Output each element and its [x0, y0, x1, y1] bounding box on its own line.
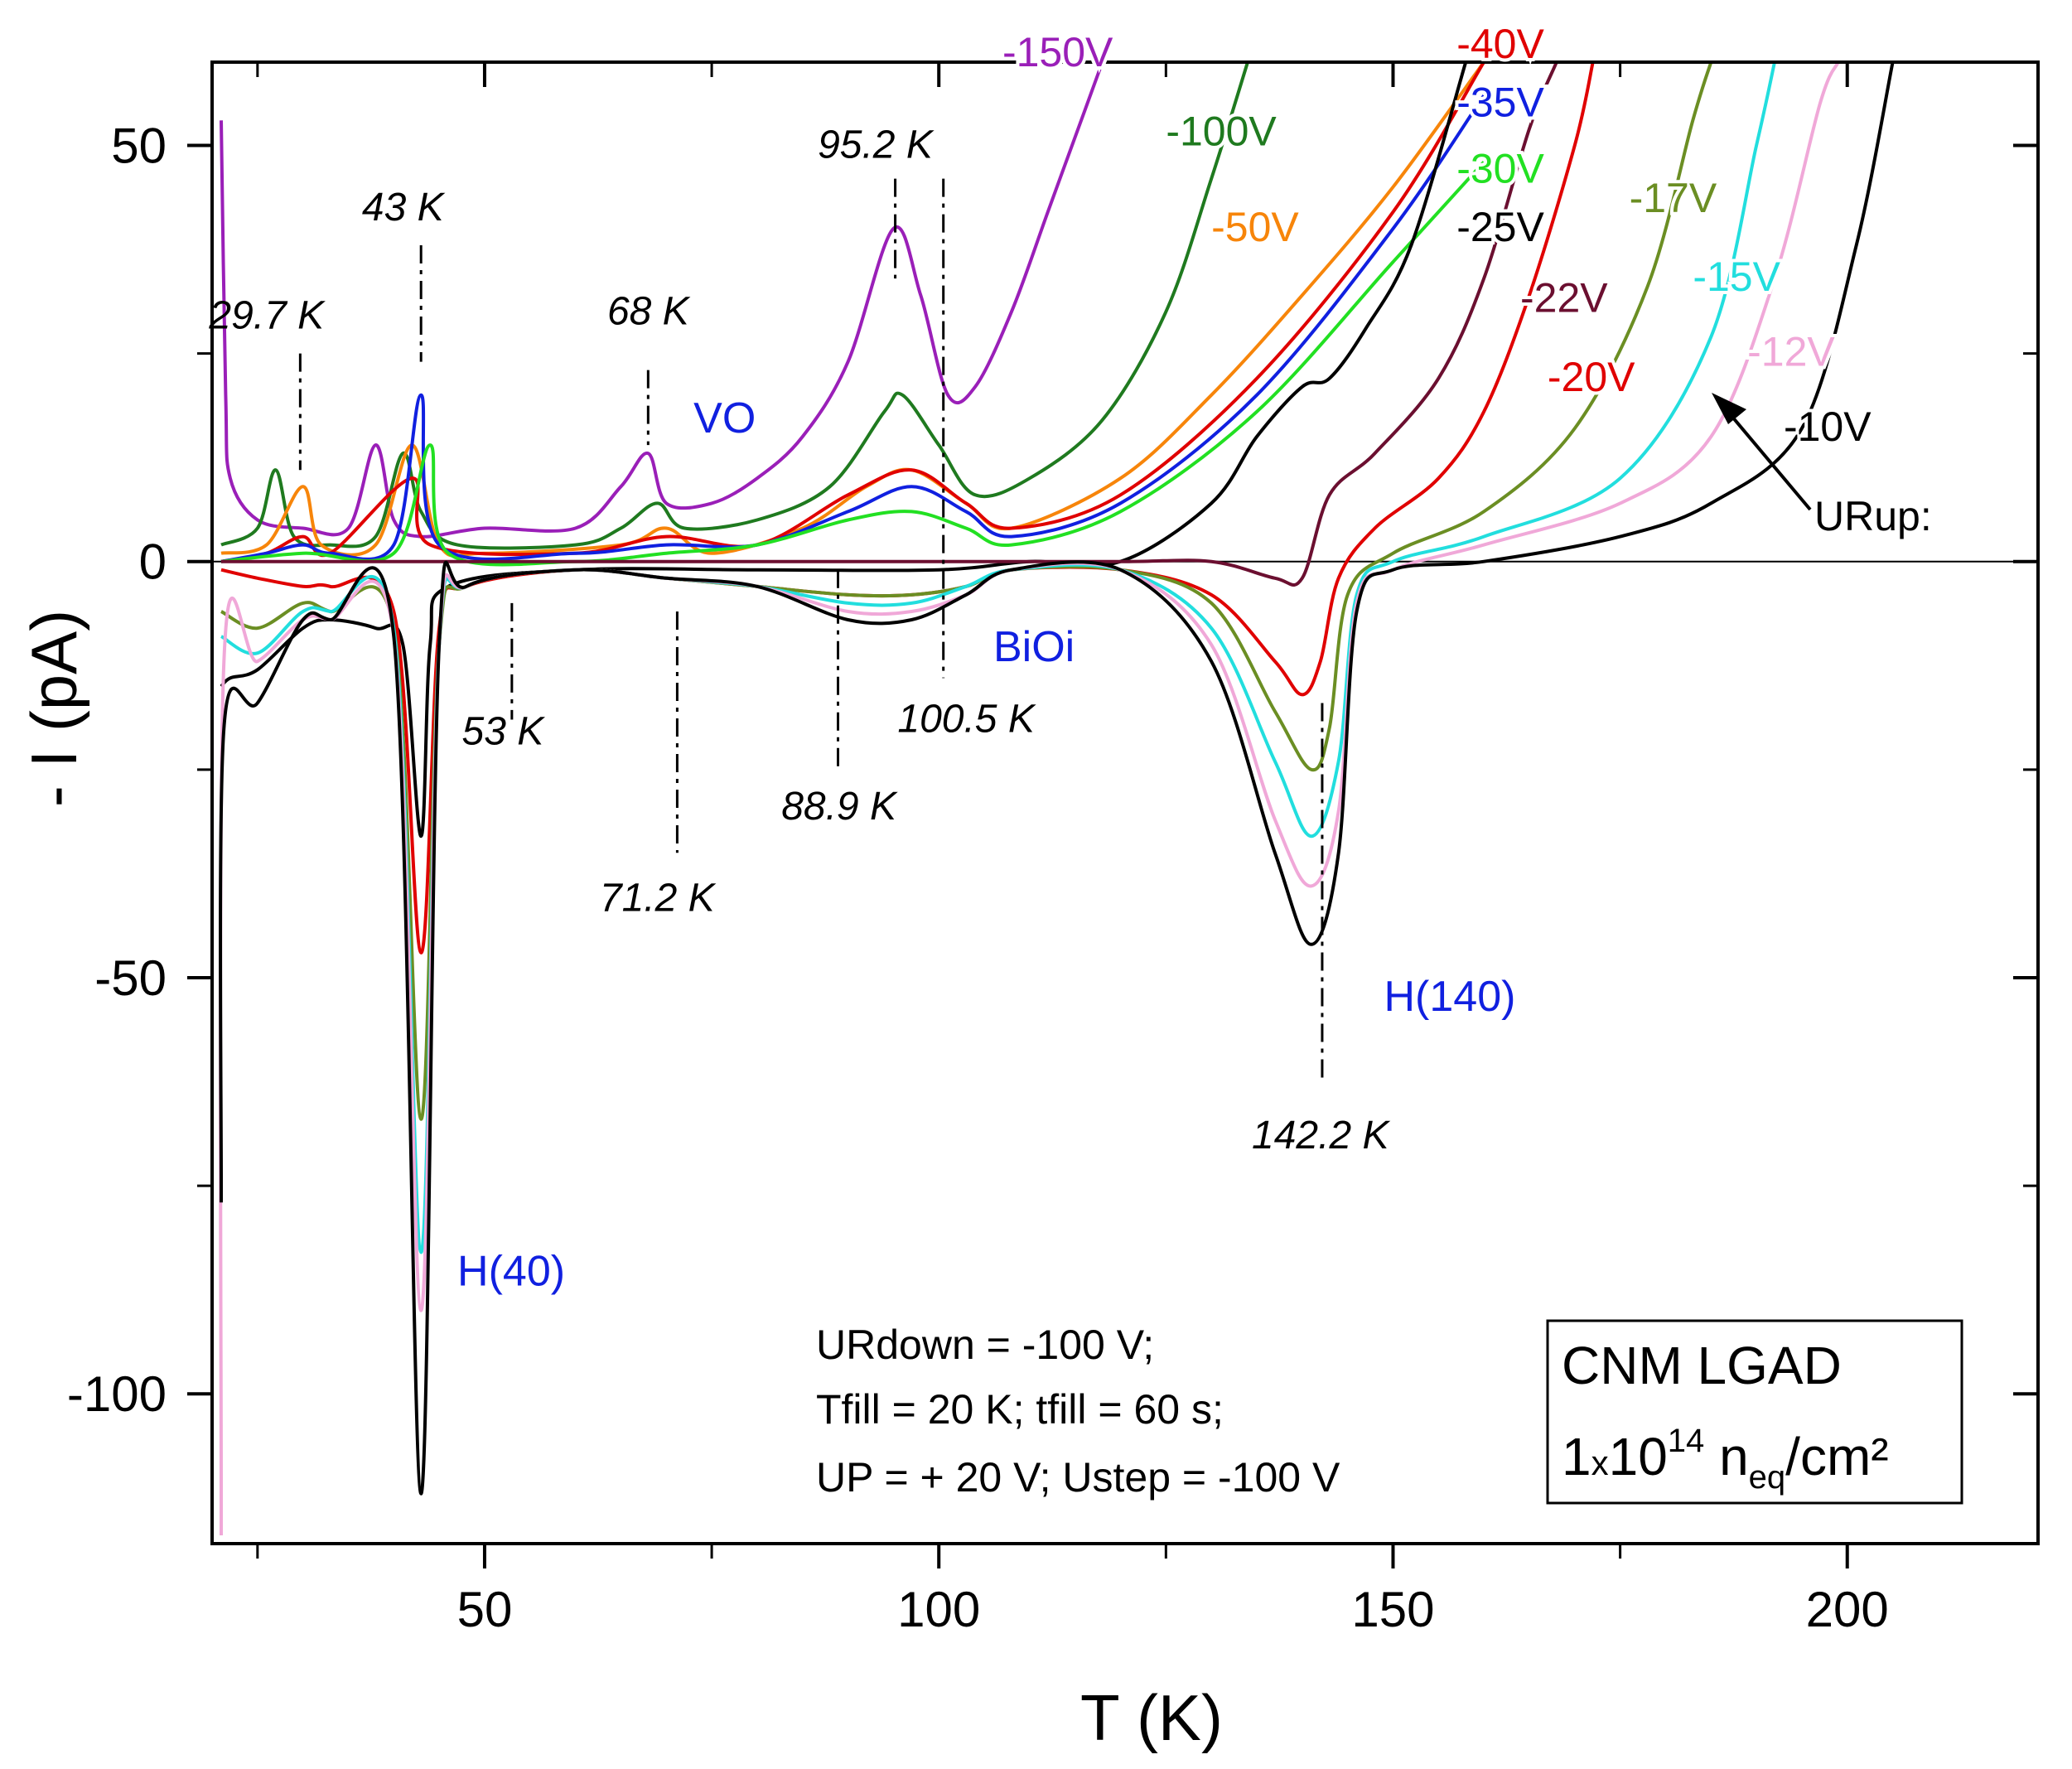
series-label-m22V: -22V: [1520, 274, 1608, 321]
y-tick-label: 0: [139, 534, 167, 590]
series-layer: [219, 62, 1895, 1536]
series-label-m12V: -12V: [1747, 329, 1835, 375]
series-label-m35V: -35V: [1456, 79, 1544, 125]
label-layer: -150V -100V -50V -40V -35V -30V -25V -22V -20V -1…: [208, 17, 1875, 1296]
series-line-m10V: [219, 62, 1895, 1496]
legend-arrow-head: [1712, 393, 1746, 424]
series-label-m100V: -100V: [1166, 108, 1277, 154]
series-label-m20V: -20V: [1548, 354, 1635, 400]
sample-box-frame: [1546, 1319, 1963, 1505]
axis-layer: 50 100 150 200 50 0 -50 -100: [67, 62, 2038, 1637]
fluence: 1x1014 neq/cm²: [1562, 1423, 1889, 1496]
legend-arrow: [1712, 393, 1812, 511]
sample-box: CNM LGAD 1x1014 neq/cm²: [1546, 1319, 1963, 1505]
peak-label: 100.5 K: [897, 698, 1036, 742]
x-axis-title: T (K): [1080, 1681, 1223, 1754]
legend-title: URup:: [1814, 493, 1932, 539]
peak-label: 43 K: [362, 186, 446, 230]
series-label-m25V: -25V: [1456, 204, 1544, 250]
series-label-m15V: -15V: [1693, 254, 1780, 300]
measurement-conditions: URdown = -100 V; Tfill = 20 K; tfill = 6…: [816, 1322, 1340, 1501]
plot-frame: [210, 60, 2040, 1545]
series-line-m22V: [221, 62, 1558, 587]
series-label-m50V: -50V: [1211, 204, 1299, 250]
series-label-m40V: -40V: [1456, 21, 1544, 67]
x-tick-label: 150: [1351, 1582, 1434, 1637]
peak-label: 142.2 K: [1252, 1114, 1390, 1158]
series-label-m10V: -10V: [1784, 404, 1872, 450]
series-label-m17V: -17V: [1630, 175, 1717, 221]
defect-label-vo: VO: [693, 394, 756, 442]
series-line-m40V: [220, 62, 1485, 563]
condition-line-1: URdown = -100 V;: [816, 1322, 1154, 1368]
x-tick-label: 200: [1806, 1582, 1889, 1637]
series-line-m100V: [220, 62, 1249, 550]
condition-line-3: UP = + 20 V; Ustep = -100 V: [816, 1454, 1340, 1501]
series-line-m17V: [220, 62, 1713, 1121]
annotation-layer: [298, 178, 1324, 1078]
series-label-m30V: -30V: [1456, 146, 1544, 192]
legend-arrow-line: [1722, 404, 1812, 511]
peak-label: 71.2 K: [600, 877, 717, 921]
peak-label: 95.2 K: [818, 123, 935, 167]
defect-label-h140: H(140): [1384, 973, 1516, 1021]
peak-label: 88.9 K: [781, 785, 898, 829]
peak-label: 53 K: [462, 710, 546, 754]
series-label-m150V: -150V: [1002, 29, 1113, 75]
condition-line-2: Tfill = 20 K; tfill = 60 s;: [816, 1386, 1224, 1433]
series-line-m30V: [220, 161, 1485, 567]
defect-label-bioi: BiOi: [993, 623, 1075, 671]
x-tick-label: 50: [457, 1582, 513, 1637]
y-axis-title: - I (pA): [17, 610, 90, 807]
peak-label: 68 K: [607, 289, 691, 333]
sample-name: CNM LGAD: [1562, 1336, 1842, 1395]
y-tick-label: -50: [94, 950, 167, 1006]
defect-label-h40: H(40): [457, 1248, 565, 1296]
y-tick-label: -100: [67, 1366, 167, 1422]
y-tick-label: 50: [111, 118, 167, 173]
peak-label: 29.7 K: [208, 293, 326, 337]
x-tick-label: 100: [897, 1582, 980, 1637]
series-line-m25V: [220, 62, 1468, 839]
